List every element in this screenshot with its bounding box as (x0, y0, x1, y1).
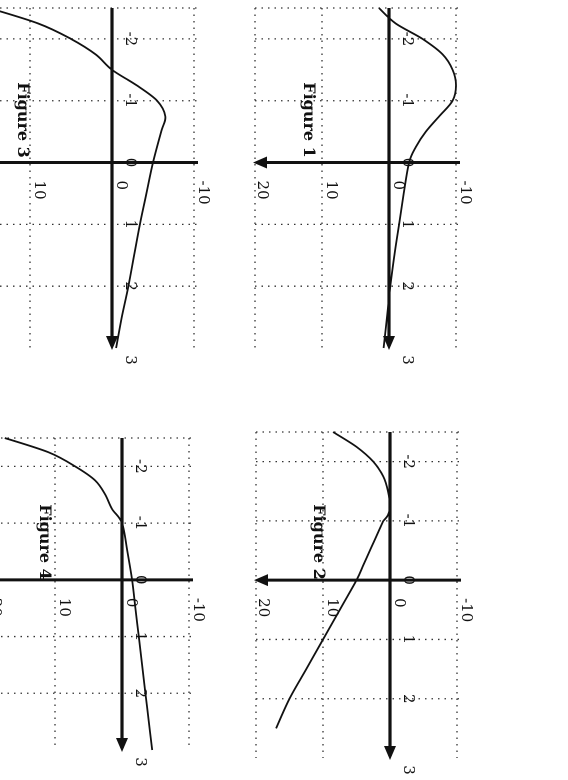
x-tick-label: 1 (399, 220, 417, 230)
y-tick-label: 0 (390, 181, 408, 191)
x-tick-label: 2 (132, 688, 150, 698)
curve-series-1 (4, 437, 154, 751)
x-tick-label: 0 (132, 575, 150, 585)
y-tick-label: 0 (123, 598, 141, 608)
x-tick-label: -2 (400, 454, 418, 469)
y-tick-label: 10 (323, 181, 341, 200)
x-tick-label: 1 (132, 632, 150, 642)
x-axis-arrow (116, 738, 128, 752)
x-tick-label: 2 (122, 281, 140, 291)
x-tick-label: -2 (132, 459, 150, 474)
y-tick-label: 0 (113, 181, 131, 191)
y-tick-label: -10 (190, 598, 208, 622)
y-tick-label: -10 (458, 598, 476, 622)
y-tick-label: 10 (324, 598, 342, 617)
x-tick-label: 1 (122, 220, 140, 230)
x-tick-label: 2 (400, 694, 418, 704)
x-tick-label: 0 (400, 575, 418, 585)
x-tick-label: -1 (132, 516, 150, 531)
x-tick-label: 3 (400, 765, 418, 775)
curve-series-1 (332, 431, 391, 522)
x-tick-label: 1 (400, 635, 418, 645)
y-tick-label: 0 (391, 598, 409, 608)
x-tick-label: 3 (132, 757, 150, 767)
x-tick-label: 3 (399, 355, 417, 365)
y-tick-label: 20 (255, 598, 273, 617)
x-tick-label: 0 (122, 158, 140, 168)
curve-series-1 (0, 10, 167, 349)
x-tick-label: 0 (399, 158, 417, 168)
x-tick-label: -2 (122, 32, 140, 47)
figure-caption: Figure 4 (36, 504, 55, 580)
y-tick-label: 20 (254, 181, 272, 200)
curve-series-1 (378, 7, 457, 349)
x-tick-label: -1 (400, 514, 418, 529)
figure-caption: Figure 2 (310, 504, 329, 580)
y-axis-arrow (254, 574, 268, 587)
y-axis-arrow (253, 156, 267, 169)
figure-caption: Figure 3 (14, 82, 33, 158)
x-axis-arrow (384, 746, 396, 760)
x-axis-arrow (106, 336, 118, 350)
y-tick-label: -10 (457, 181, 475, 205)
x-tick-label: -2 (399, 32, 417, 47)
y-tick-label: -10 (195, 181, 213, 205)
y-tick-label: 10 (56, 598, 74, 617)
x-tick-label: -1 (122, 93, 140, 108)
x-tick-label: 3 (122, 355, 140, 365)
y-tick-label: 10 (31, 181, 49, 200)
x-tick-label: 2 (399, 281, 417, 291)
x-tick-label: -1 (399, 93, 417, 108)
x-axis-arrow (383, 336, 395, 350)
y-tick-label: 20 (0, 598, 5, 617)
curve-series-2 (275, 520, 385, 729)
figure-caption: Figure 1 (300, 82, 319, 158)
